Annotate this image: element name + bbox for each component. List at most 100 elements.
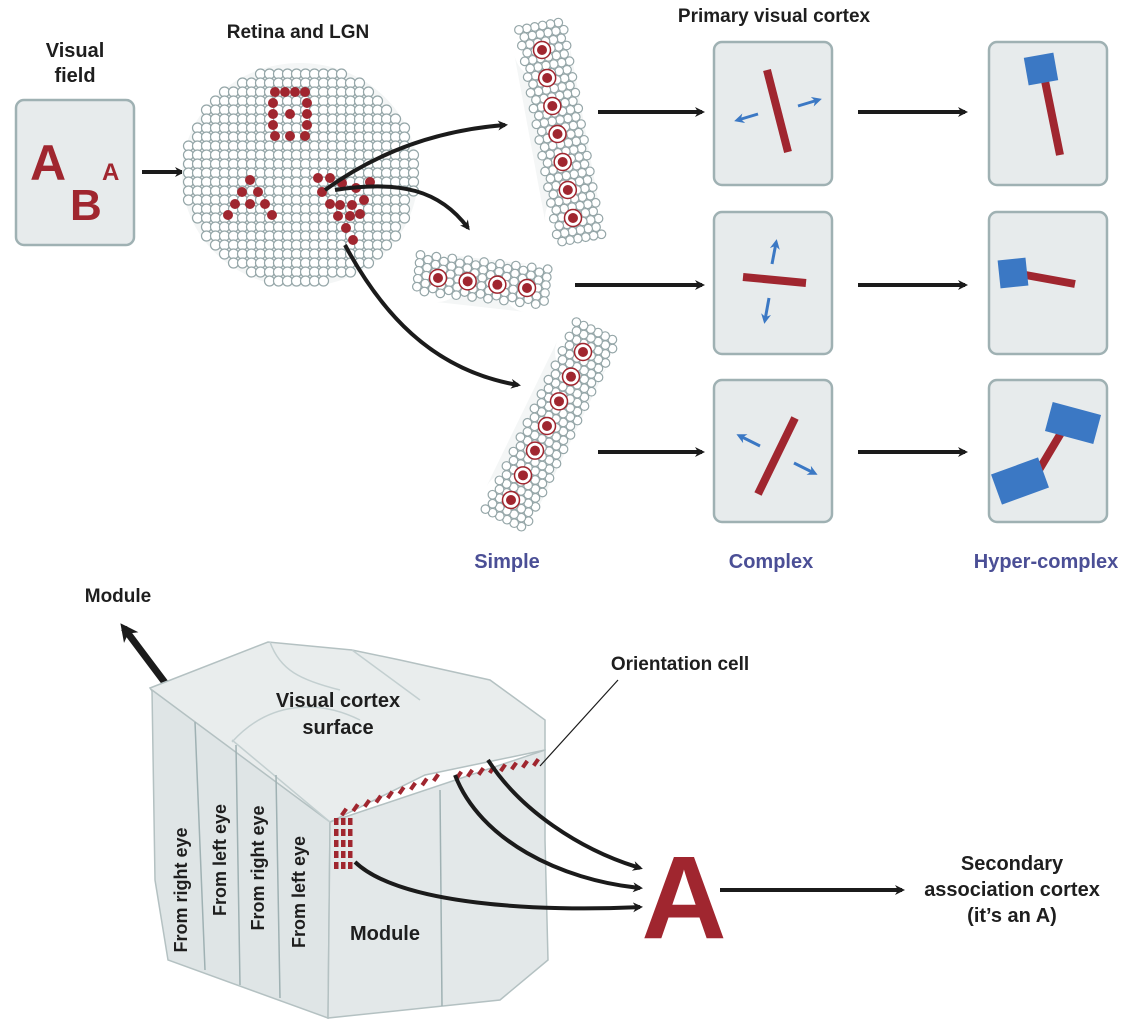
band-cell bbox=[543, 182, 553, 193]
retina-activated-cells bbox=[223, 87, 375, 245]
band-cell bbox=[545, 173, 556, 184]
column-divider-2 bbox=[235, 744, 241, 986]
band-cell bbox=[564, 331, 575, 342]
band-cell bbox=[543, 374, 554, 385]
orientation-dash bbox=[409, 781, 417, 791]
retina-cell bbox=[344, 266, 357, 278]
band-cell bbox=[557, 236, 567, 247]
activated-cell bbox=[268, 120, 278, 130]
band-cell bbox=[451, 290, 462, 301]
orientation-dash bbox=[348, 862, 353, 869]
activated-cell bbox=[270, 87, 280, 97]
visual-field-label-2: field bbox=[54, 65, 95, 87]
activated-cell bbox=[285, 109, 295, 119]
simple-band-horizontal bbox=[411, 249, 553, 312]
band-cell bbox=[567, 72, 578, 82]
band-cell bbox=[554, 220, 565, 231]
activated-cell bbox=[230, 199, 240, 209]
motion-arrow-down-icon bbox=[761, 297, 771, 324]
band-cell bbox=[571, 317, 582, 328]
activated-cell bbox=[325, 173, 335, 183]
activated-cell bbox=[290, 87, 300, 97]
receptive-cell bbox=[578, 347, 588, 357]
activated-cell bbox=[268, 109, 278, 119]
activated-cell bbox=[313, 173, 323, 183]
activated-cell bbox=[359, 195, 369, 205]
from-left-eye-label-2: From left eye bbox=[289, 836, 309, 948]
band-cell bbox=[539, 296, 549, 306]
visual-field-letter-a-small: A bbox=[102, 159, 119, 186]
from-left-eye-label-1: From left eye bbox=[210, 804, 230, 916]
orientation-dash bbox=[466, 768, 474, 778]
receptive-cell bbox=[522, 283, 532, 293]
band-cell bbox=[542, 157, 553, 168]
activated-cell bbox=[267, 210, 277, 220]
retina-cell bbox=[389, 230, 402, 242]
band-cell bbox=[573, 103, 584, 114]
simple-band-vertical bbox=[514, 17, 607, 247]
receptive-cell bbox=[530, 445, 540, 456]
band-cell bbox=[525, 63, 536, 74]
arrow-cortex-to-a-3 bbox=[353, 860, 643, 913]
band-cell bbox=[550, 360, 561, 371]
band-cell bbox=[419, 286, 430, 297]
band-cell bbox=[539, 142, 550, 153]
band-cell bbox=[545, 198, 556, 208]
orientation-dash bbox=[510, 761, 518, 771]
visual-field-letter-a-large: A bbox=[30, 135, 66, 191]
cortex-surface-label-1: Visual cortex bbox=[276, 690, 400, 712]
motion-arrow-up-icon bbox=[769, 239, 780, 265]
band-cell bbox=[467, 292, 478, 302]
arrow-cortex-to-a-2 bbox=[453, 774, 643, 893]
from-right-eye-label-2: From right eye bbox=[248, 805, 268, 930]
hyper-end-stop-3a bbox=[1044, 402, 1102, 444]
activated-cell bbox=[335, 200, 345, 210]
activated-cell bbox=[237, 187, 247, 197]
band-cell bbox=[531, 95, 541, 105]
band-cell bbox=[480, 504, 491, 515]
activated-cell bbox=[333, 211, 343, 221]
complex-bar-3 bbox=[754, 416, 799, 496]
activated-cell bbox=[245, 175, 255, 185]
orientation-dash bbox=[374, 794, 383, 804]
retina-cell bbox=[317, 275, 330, 287]
activated-cell bbox=[270, 131, 280, 141]
column-divider-1 bbox=[194, 721, 206, 971]
motion-arrow-upleft-icon bbox=[736, 434, 761, 448]
band-cell bbox=[564, 56, 575, 67]
orientation-cell-label: Orientation cell bbox=[611, 654, 749, 675]
retina-cell bbox=[380, 239, 393, 251]
receptive-cell bbox=[492, 279, 503, 290]
secondary-label-2: association cortex bbox=[924, 879, 1100, 901]
orientation-dash bbox=[334, 862, 339, 869]
orientation-dash bbox=[348, 818, 353, 825]
activated-cell bbox=[302, 109, 312, 119]
activated-cell bbox=[300, 87, 310, 97]
activated-cell bbox=[302, 120, 312, 130]
band-cell bbox=[516, 40, 527, 51]
band-cell bbox=[557, 345, 568, 356]
band-cell bbox=[483, 293, 493, 304]
band-cell bbox=[565, 235, 575, 245]
band-cell bbox=[514, 24, 524, 35]
band-cell bbox=[487, 489, 498, 500]
visual-field-box bbox=[14, 98, 136, 247]
activated-cell bbox=[348, 235, 358, 245]
receptive-cell bbox=[562, 185, 573, 195]
arrow-retina-to-simple-bottom bbox=[343, 244, 521, 389]
activated-cell bbox=[223, 210, 233, 220]
module-top-label: Module bbox=[85, 586, 152, 607]
orientation-dash bbox=[334, 851, 339, 858]
activated-cell bbox=[300, 131, 310, 141]
secondary-label-3: (it’s an A) bbox=[967, 905, 1057, 927]
orientation-dash bbox=[340, 807, 348, 817]
band-cell bbox=[561, 40, 572, 51]
orientation-dash bbox=[334, 829, 339, 836]
visual-field-letter-b: B bbox=[70, 181, 102, 230]
band-cell bbox=[514, 297, 525, 308]
arrow-cortex-to-a-1 bbox=[486, 758, 643, 871]
activated-cell bbox=[280, 87, 290, 97]
band-cell bbox=[551, 205, 562, 215]
retina-cell bbox=[398, 212, 411, 224]
